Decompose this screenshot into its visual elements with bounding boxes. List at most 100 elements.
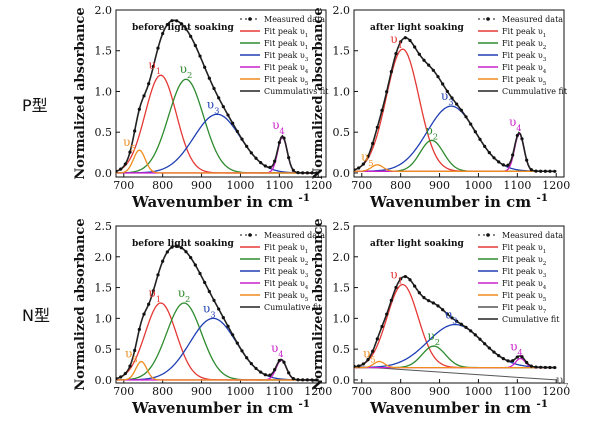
peak-label-υ4: υ4 (510, 339, 523, 357)
measured-data-point (511, 359, 515, 363)
measured-data-point (371, 349, 375, 353)
measured-data-point (287, 371, 291, 375)
legend-label: Fit peak υ3 (502, 51, 547, 63)
measured-data-point (361, 162, 365, 166)
legend-label: Measured data (502, 231, 563, 240)
measured-data-point (548, 365, 552, 370)
measured-data-point (380, 108, 384, 112)
measured-data-point (123, 371, 127, 376)
y-tick-label: 1.0 (333, 85, 351, 98)
peak-label-υ3: υ3 (203, 301, 216, 319)
measured-data-point (450, 96, 454, 100)
x-tick-label: 900 (429, 385, 450, 398)
measured-data-point (137, 327, 141, 331)
legend-label: Fit peak υ3 (264, 267, 309, 279)
measured-data-point (203, 280, 207, 285)
measured-data-point (116, 377, 118, 381)
legend-label: Fit peak υ3 (264, 51, 309, 63)
legend-label: Fit peak υ1 (502, 27, 546, 39)
measured-data-point (357, 166, 361, 170)
row-label-p: P型 (22, 96, 48, 115)
measured-data-point (399, 40, 403, 44)
y-tick-label: 0.0 (333, 167, 351, 180)
measured-data-point (417, 291, 421, 295)
measured-data-point (548, 169, 552, 173)
legend-entry: Fit peak υ1 (478, 243, 546, 255)
measured-data-point (151, 64, 155, 69)
legend-entry: Fit peak υ4 (240, 63, 309, 75)
y-tick-label: 0.5 (95, 343, 113, 356)
measured-data-point (408, 278, 412, 282)
y-tick-label: 0.5 (95, 126, 113, 139)
measured-data-point (464, 115, 468, 119)
x-tick-label: 900 (191, 385, 212, 398)
chart-panel-p-before: 700 800 900 1000 1100 1200 0.0 0.5 1.0 1.5 2.0 Wave… (73, 4, 332, 211)
measured-data-point (263, 373, 267, 377)
measured-data-point (133, 348, 137, 353)
measured-data-point (553, 169, 557, 173)
legend-entry: Fit peak υ7 (478, 303, 547, 315)
peak-label-υ4: υ4 (509, 115, 522, 133)
measured-data-point (217, 307, 221, 311)
peak-label-υ3: υ3 (207, 97, 220, 115)
measured-data-point (506, 359, 510, 363)
x-tick-label: 1200 (304, 385, 332, 398)
legend-entry: Fit peak υ5 (478, 75, 547, 87)
legend-entry: Cumulative fit (240, 303, 322, 312)
measured-data-point (441, 308, 445, 312)
legend-label: Fit peak υ2 (502, 39, 547, 51)
measured-data-point (254, 366, 258, 371)
legend-entry: Measured data (240, 15, 325, 24)
measured-data-point (273, 159, 277, 163)
measured-data-point (249, 362, 253, 366)
legend-label: Measured data (502, 15, 563, 24)
curve-group (116, 244, 319, 382)
measured-data-point (529, 168, 533, 172)
legend-entry: Fit peak υ5 (240, 75, 309, 87)
measured-data-point (385, 312, 389, 316)
measured-data-point (305, 171, 309, 175)
y-tick-label: 1.0 (95, 85, 113, 98)
peak-label-υ7: υ7 (556, 373, 569, 391)
measured-data-point (515, 133, 519, 138)
x-tick-label: 1100 (265, 179, 293, 192)
measured-data-point (413, 45, 417, 49)
x-tick-label: 1000 (226, 179, 254, 192)
legend-label: Fit peak υ3 (502, 267, 547, 279)
y-tick-label: 0.5 (333, 126, 351, 139)
y-tick-label: 2.0 (333, 251, 351, 264)
legend-label: Measured data (264, 15, 325, 24)
cumulative-fit-curve (116, 19, 319, 174)
legend-entry: Measured data (478, 231, 563, 240)
measured-data-point (371, 141, 375, 146)
measured-data-point (128, 364, 132, 368)
y-tick-label: 0.0 (95, 374, 113, 387)
y-tick-label: 1.5 (95, 45, 113, 58)
measured-data-point (534, 169, 538, 173)
y-tick-label: 2.5 (95, 220, 113, 233)
measured-data-point (525, 360, 529, 365)
legend-entry: Fit peak υ1 (240, 243, 308, 255)
measured-data-point (291, 168, 295, 172)
fit-line-υ7 (354, 365, 557, 381)
y-tick-label: 2.0 (333, 4, 351, 17)
y-tick-label: 2.0 (95, 4, 113, 17)
x-tick-label: 1000 (464, 385, 492, 398)
measured-data-point (137, 107, 141, 111)
peak-label-υ3: υ3 (445, 308, 458, 326)
legend-label: Cummulativs fit (264, 87, 329, 96)
measured-data-point (249, 151, 253, 155)
legend-entry: Fit peak υ3 (478, 51, 547, 63)
measured-data-point (221, 105, 225, 109)
measured-data-point (133, 129, 137, 133)
measured-data-point (357, 364, 361, 368)
legend-label: Fit peak υ1 (264, 39, 308, 51)
measured-data-point (399, 277, 403, 281)
x-tick-label: 1200 (304, 179, 332, 192)
measured-data-point (217, 96, 221, 100)
panel-title: after light soaking (370, 239, 465, 249)
measured-data-point (529, 364, 533, 368)
measured-data-point (487, 346, 491, 350)
row-label-n: N型 (22, 306, 50, 325)
